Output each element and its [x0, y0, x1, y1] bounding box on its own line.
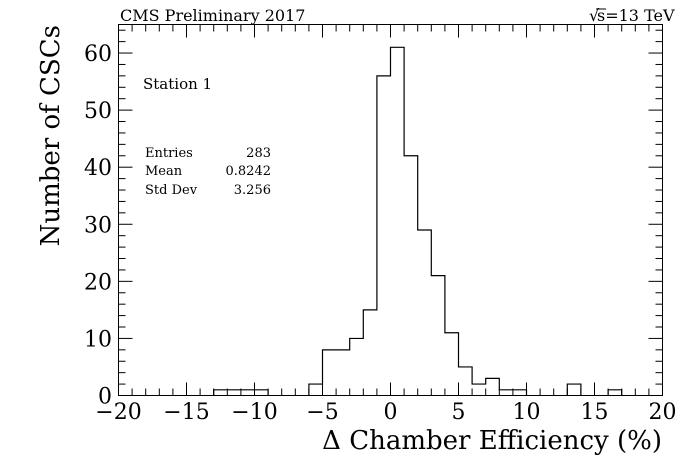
x-tick-label: 5: [452, 400, 466, 425]
x-tick-label: 10: [513, 400, 541, 425]
histogram-bin: [350, 338, 364, 395]
x-tick-label: −10: [231, 400, 277, 425]
histogram-bin: [472, 384, 486, 395]
y-tick-labels: 0 10 20 30 40 50 60: [84, 42, 112, 409]
stats-mean-label: Mean: [145, 164, 183, 179]
histogram-bin: [336, 350, 350, 396]
histogram-bin: [214, 390, 228, 396]
y-tick-label: 40: [84, 156, 112, 181]
x-tick-label: −20: [95, 400, 141, 425]
histogram-bin: [404, 156, 418, 396]
histogram-bin: [377, 76, 391, 396]
header-sqrt-symbol: √: [589, 6, 600, 25]
x-tick-label: 0: [384, 400, 398, 425]
histogram-outline: [213, 46, 623, 396]
histogram-bin: [309, 384, 323, 395]
histogram-bin: [445, 333, 459, 396]
y-tick-label: 10: [84, 327, 112, 352]
y-tick-label: 0: [98, 385, 112, 410]
histogram-bin: [363, 310, 377, 396]
histogram-bin: [608, 390, 622, 396]
header-title: CMS Preliminary 2017: [120, 6, 305, 25]
stats-stddev-value: 3.256: [234, 183, 271, 198]
x-tick-label: 15: [581, 400, 609, 425]
histogram-bin: [513, 390, 527, 396]
histogram-bin: [567, 384, 581, 395]
x-tick-labels: −20 −15 −10 −5 0 5 10 15 20: [95, 400, 676, 425]
station-label: Station 1: [143, 75, 212, 93]
histogram-bin: [391, 47, 405, 395]
stats-entries-value: 283: [246, 146, 271, 161]
histogram-bin: [255, 390, 269, 396]
x-tick-label: −5: [306, 400, 338, 425]
stats-stddev-label: Std Dev: [145, 183, 198, 198]
stats-entries-label: Entries: [145, 146, 193, 161]
x-tick-label: −15: [163, 400, 209, 425]
histogram-bin: [499, 390, 513, 396]
x-tick-label: 20: [649, 400, 677, 425]
header-energy: s=13 TeV: [597, 6, 675, 25]
y-tick-label: 50: [84, 99, 112, 124]
y-axis-title: Number of CSCs: [36, 25, 66, 246]
x-axis-title: Δ Chamber Efficiency (%): [322, 426, 662, 456]
x-axis-ticks: [118, 24, 663, 396]
histogram-bin: [323, 350, 337, 396]
histogram-bin: [241, 390, 255, 396]
y-axis-ticks: [118, 29, 663, 396]
y-tick-label: 30: [84, 213, 112, 238]
histogram-bin: [227, 390, 241, 396]
histogram-bin: [431, 276, 445, 396]
y-tick-label: 60: [84, 42, 112, 67]
y-tick-label: 20: [84, 270, 112, 295]
stats-mean-value: 0.8242: [226, 164, 272, 179]
histogram-bin: [486, 378, 500, 395]
histogram-bin: [459, 367, 473, 396]
histogram-bin: [418, 230, 432, 396]
